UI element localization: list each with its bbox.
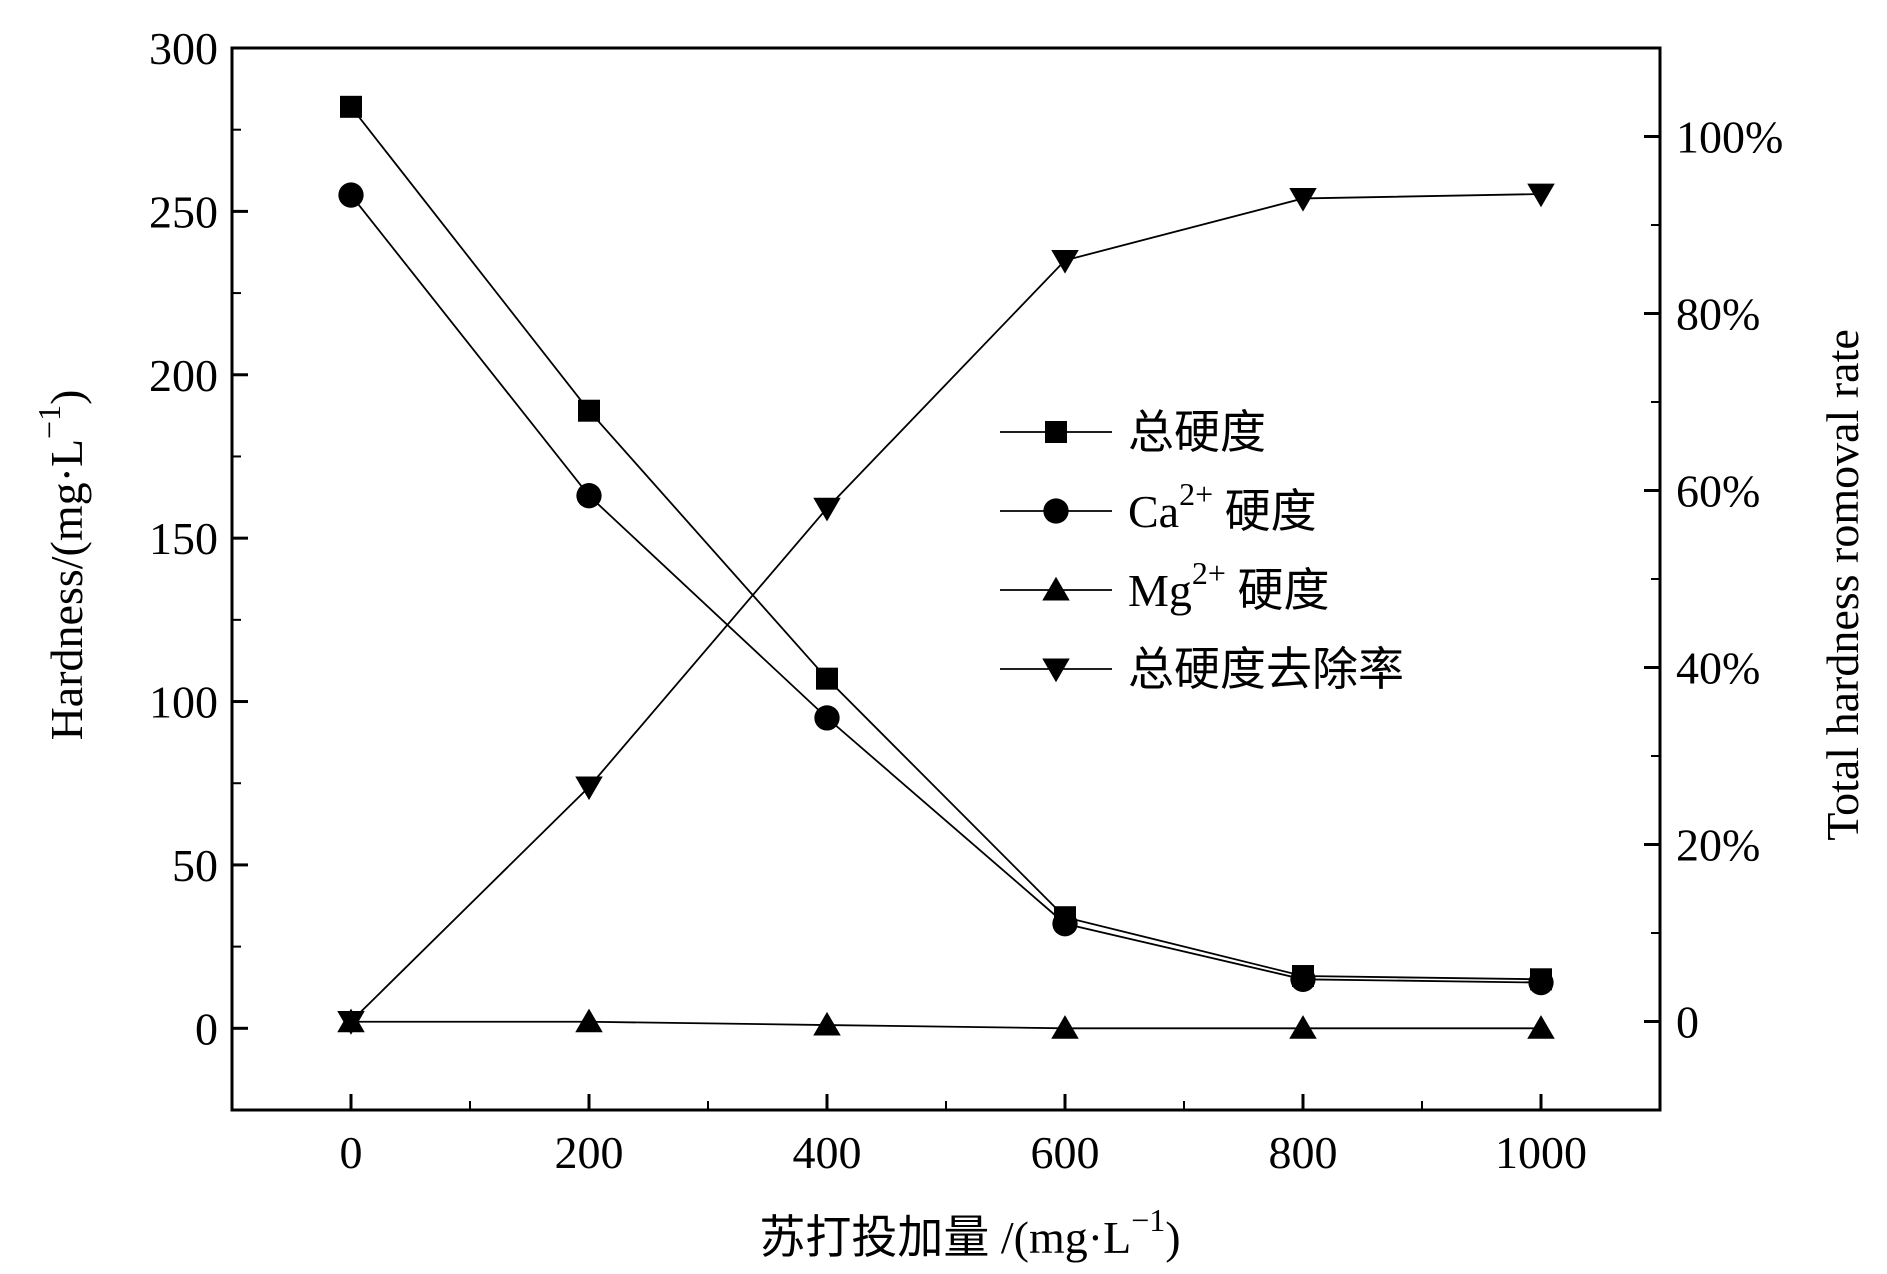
legend-label-0: 总硬度 — [1128, 407, 1266, 458]
series-lines — [337, 95, 1555, 1039]
y-tick-label-100: 100 — [149, 677, 218, 728]
series-2-point-5 — [1527, 1015, 1555, 1039]
legend-label-2-suffix: 硬度 — [1226, 565, 1330, 616]
legend-label-1: Ca2+ 硬度 — [1128, 476, 1317, 537]
x-tick-label-1000: 1000 — [1495, 1127, 1587, 1178]
legend-label-0-name: 总硬度 — [1128, 407, 1266, 458]
series-2-point-4 — [1289, 1015, 1317, 1039]
series-line-0 — [350, 106, 1542, 981]
y-axis-title-end: ) — [41, 390, 92, 405]
legend-marker-0 — [1045, 421, 1067, 443]
plot-frame — [230, 46, 1662, 1112]
legend-label-1-name: Ca — [1128, 486, 1179, 537]
series-1-point-2 — [814, 705, 840, 731]
series-1-point-4 — [1290, 966, 1316, 992]
y2-tick-label-100: 100% — [1676, 112, 1783, 163]
legend-label-2-name: Mg — [1128, 565, 1192, 616]
y2-tick-label-0: 0 — [1676, 997, 1699, 1048]
legend-marker-1 — [1043, 498, 1069, 524]
x-tick-label-800: 800 — [1269, 1127, 1338, 1178]
legend-label-3: 总硬度去除率 — [1128, 644, 1404, 695]
x-tick-label-400: 400 — [793, 1127, 862, 1178]
series-line-3 — [350, 193, 1542, 1023]
legend-label-2: Mg2+ 硬度 — [1128, 555, 1329, 616]
x-axis-title-main: 苏打投加量 /(mg·L — [759, 1212, 1131, 1263]
x-tick-label-600: 600 — [1031, 1127, 1100, 1178]
series-2-point-3 — [1051, 1015, 1079, 1039]
x-axis-title: 苏打投加量 /(mg·L−1) — [759, 1202, 1180, 1263]
legend-label-1-suffix: 硬度 — [1213, 486, 1317, 537]
series-1-point-3 — [1052, 911, 1078, 937]
axis-ticks: 0 200 400 600 800 1000 0 50 100 150 200 250 300 0 20% 4… — [149, 23, 1783, 1178]
legend-marker-2 — [1042, 576, 1070, 601]
y-axis-title-main: Hardness/(mg·L — [41, 439, 92, 740]
y-axis-title-sup: −1 — [31, 405, 67, 439]
y2-axis-title: Total hardness romoval rate — [1817, 329, 1868, 841]
series-1-point-5 — [1528, 969, 1554, 996]
series-0-point-0 — [340, 95, 362, 118]
plot-border — [230, 46, 1662, 1112]
series-line-1 — [350, 194, 1542, 984]
y-tick-label-0: 0 — [195, 1003, 218, 1054]
series-2-point-1 — [575, 1008, 603, 1033]
y2-tick-label-60: 60% — [1676, 466, 1760, 517]
y-tick-label-50: 50 — [172, 840, 218, 891]
y2-tick-label-40: 40% — [1676, 643, 1760, 694]
y-tick-label-200: 200 — [149, 350, 218, 401]
series-1-point-0 — [338, 182, 364, 208]
series-3-point-2 — [813, 497, 841, 522]
series-0-point-2 — [816, 667, 838, 690]
series-3-point-5 — [1527, 183, 1555, 208]
y-tick-label-150: 150 — [149, 513, 218, 564]
y-tick-label-300: 300 — [149, 23, 218, 74]
series-0-point-1 — [578, 399, 600, 422]
x-tick-label-0: 0 — [340, 1127, 363, 1178]
series-3-point-3 — [1051, 249, 1079, 274]
series-3-point-4 — [1289, 188, 1317, 212]
y-tick-label-250: 250 — [149, 186, 218, 237]
y2-tick-label-80: 80% — [1676, 289, 1760, 340]
legend-label-2-sup: 2+ — [1192, 555, 1226, 591]
legend-marker-3 — [1042, 658, 1070, 683]
x-axis-title-end: ) — [1165, 1212, 1180, 1263]
y-axis-title: Hardness/(mg·L−1) — [31, 390, 92, 741]
series-2-point-2 — [813, 1011, 841, 1036]
legend-label-1-sup: 2+ — [1179, 476, 1213, 512]
series-line-2 — [351, 1020, 1541, 1030]
series-1-point-1 — [576, 483, 602, 509]
x-axis-title-sup: −1 — [1131, 1202, 1165, 1238]
series-3-point-1 — [575, 776, 603, 801]
y2-tick-label-20: 20% — [1676, 820, 1760, 871]
legend-label-3-name: 总硬度去除率 — [1128, 644, 1404, 695]
series-3-point-0 — [337, 1011, 365, 1035]
x-tick-label-200: 200 — [555, 1127, 624, 1178]
